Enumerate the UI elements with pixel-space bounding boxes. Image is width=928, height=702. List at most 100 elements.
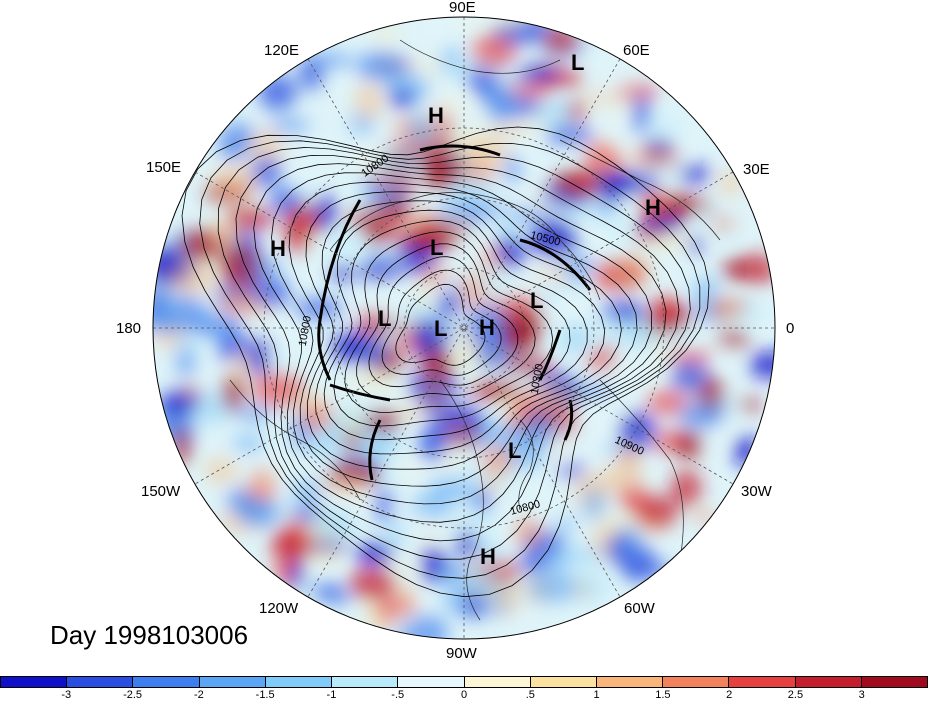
anomaly-blob bbox=[421, 348, 453, 384]
height-contour-line bbox=[395, 283, 486, 366]
anomaly-blob bbox=[340, 408, 362, 438]
coastlines bbox=[229, 39, 721, 621]
anomaly-blob bbox=[504, 154, 522, 184]
anomaly-blob bbox=[647, 340, 669, 379]
jet-contours bbox=[317, 144, 592, 481]
height-contour-line bbox=[235, 154, 680, 542]
anomaly-blob bbox=[547, 253, 574, 278]
lon-label-150e: 150E bbox=[146, 159, 182, 176]
anomaly-blob bbox=[167, 260, 218, 296]
map-boundary bbox=[152, 16, 776, 640]
lon-label-180: 180 bbox=[116, 320, 142, 337]
lon-label-0: 0 bbox=[786, 320, 795, 337]
anomaly-blob bbox=[617, 526, 636, 557]
anomaly-blob bbox=[352, 367, 392, 392]
lon-label-90e: 90E bbox=[449, 0, 476, 16]
height-contour-line bbox=[323, 209, 588, 441]
anomaly-blob bbox=[632, 430, 652, 451]
anomaly-blob bbox=[577, 172, 596, 191]
anomaly-blob bbox=[399, 405, 422, 420]
anomaly-blob bbox=[311, 583, 343, 600]
colorbar-tick-label: -3 bbox=[61, 689, 72, 701]
anomaly-blob bbox=[309, 53, 354, 67]
anomaly-blob bbox=[374, 149, 424, 177]
lon-label-150w: 150W bbox=[141, 483, 181, 500]
anomaly-blob bbox=[525, 185, 560, 220]
anomaly-blob bbox=[389, 89, 415, 107]
anomaly-blob bbox=[418, 266, 450, 286]
anomaly-blob bbox=[354, 81, 384, 121]
anomaly-blob bbox=[545, 126, 594, 146]
pressure-center-marker: L bbox=[434, 316, 448, 341]
height-contour-line bbox=[381, 269, 502, 376]
anomaly-blob bbox=[385, 505, 429, 524]
pressure-center-marker: L bbox=[571, 50, 585, 75]
anomaly-blob bbox=[570, 582, 593, 596]
anomaly-blob bbox=[558, 321, 593, 355]
anomaly-blob bbox=[443, 425, 480, 447]
anomaly-blob bbox=[240, 259, 283, 275]
anomaly-blob bbox=[306, 427, 338, 459]
anomaly-blob bbox=[595, 510, 613, 538]
anomaly-blob bbox=[609, 170, 644, 194]
height-contour-line bbox=[333, 220, 571, 427]
pressure-center-marker: L bbox=[530, 288, 544, 313]
anomaly-blob bbox=[495, 582, 519, 615]
anomaly-blob bbox=[709, 296, 739, 324]
anomaly-blob bbox=[500, 308, 546, 337]
anomaly-blob bbox=[721, 335, 741, 368]
anomaly-blob bbox=[290, 480, 325, 501]
anomaly-blob bbox=[427, 477, 477, 501]
pressure-center-marker: H bbox=[270, 236, 286, 261]
height-contour-line bbox=[344, 231, 554, 413]
anomaly-blob bbox=[425, 17, 445, 43]
anomaly-blob bbox=[383, 385, 409, 398]
anomaly-blob bbox=[269, 352, 291, 373]
colorbar-tick-label: -1.5 bbox=[255, 689, 275, 701]
lon-label-120e: 120E bbox=[264, 42, 300, 59]
anomaly-blob bbox=[455, 337, 480, 372]
anomaly-blob bbox=[218, 346, 238, 361]
anomaly-blob bbox=[638, 214, 684, 233]
pressure-center-marker: H bbox=[428, 103, 444, 128]
colorbar-segment bbox=[398, 677, 465, 687]
anomaly-blob bbox=[537, 284, 586, 325]
lon-label-60e: 60E bbox=[623, 42, 650, 59]
anomaly-blob bbox=[652, 294, 676, 324]
anomaly-blob bbox=[437, 295, 460, 316]
anomaly-blob bbox=[587, 350, 605, 372]
anomaly-blob bbox=[483, 83, 519, 123]
pressure-center-marker: L bbox=[430, 235, 444, 260]
anomaly-blob bbox=[513, 518, 543, 548]
anomaly-blob bbox=[234, 504, 284, 522]
anomaly-blob bbox=[646, 230, 690, 252]
colorbar-tick-label: -2 bbox=[193, 689, 204, 701]
anomaly-blob bbox=[219, 136, 248, 161]
height-contour-line bbox=[368, 256, 519, 388]
colorbar-segment bbox=[199, 677, 266, 687]
anomaly-blob bbox=[620, 149, 638, 173]
lon-label-120w: 120W bbox=[259, 600, 299, 617]
anomaly-blob bbox=[722, 259, 747, 280]
anomaly-blob bbox=[463, 136, 509, 170]
colorbar bbox=[0, 676, 928, 688]
anomaly-blob bbox=[252, 300, 270, 318]
anomaly-blob bbox=[291, 504, 321, 521]
anomaly-blob bbox=[268, 119, 311, 132]
graticule bbox=[153, 17, 775, 639]
colorbar-segment bbox=[67, 677, 134, 687]
anomaly-blob bbox=[479, 445, 515, 476]
colorbar-tick-label: 0 bbox=[460, 689, 468, 701]
anomaly-blob bbox=[418, 431, 446, 462]
anomaly-blob bbox=[567, 100, 585, 123]
colorbar-tick-label: 2 bbox=[726, 689, 733, 701]
anomaly-blob bbox=[414, 114, 441, 150]
anomaly-blob bbox=[237, 406, 272, 420]
height-contour-line bbox=[199, 140, 701, 579]
anomaly-blob bbox=[527, 572, 576, 603]
colorbar-tick-label: -.5 bbox=[391, 689, 405, 701]
anomaly-blob bbox=[445, 505, 497, 540]
anomaly-blob bbox=[443, 452, 460, 471]
colorbar-segment bbox=[861, 677, 928, 687]
